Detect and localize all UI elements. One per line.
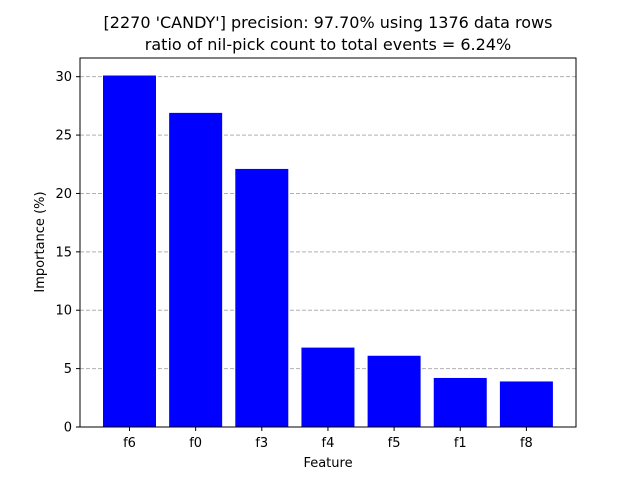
x-tick-label: f3 — [255, 436, 268, 451]
y-axis-label: Importance (%) — [33, 191, 48, 292]
bar-f6 — [103, 75, 156, 428]
y-tick-label: 10 — [55, 304, 72, 319]
x-tick-label: f0 — [189, 436, 202, 451]
x-tick-label: f8 — [520, 436, 533, 451]
y-axis-ticks: 0 5 10 15 20 25 30 — [55, 70, 80, 436]
bar-f5 — [367, 355, 421, 427]
bars — [103, 75, 553, 428]
x-tick-label: f6 — [123, 436, 136, 451]
y-tick-label: 5 — [64, 362, 72, 377]
bar-f1 — [433, 377, 487, 427]
bar-f0 — [169, 112, 223, 428]
x-axis-ticks: f6 f0 f3 f4 f5 f1 f8 — [123, 427, 533, 451]
chart-subtitle: ratio of nil-pick count to total events … — [145, 35, 511, 54]
y-tick-label: 15 — [55, 245, 72, 260]
x-tick-label: f5 — [388, 436, 401, 451]
y-tick-label: 25 — [55, 129, 72, 144]
chart-title: [2270 'CANDY'] precision: 97.70% using 1… — [104, 13, 553, 32]
x-tick-label: f4 — [322, 436, 335, 451]
bar-f8 — [499, 381, 553, 427]
bar-f4 — [301, 347, 355, 427]
bar-f3 — [235, 168, 289, 428]
y-tick-label: 20 — [55, 187, 72, 202]
x-tick-label: f1 — [454, 436, 467, 451]
y-tick-label: 30 — [55, 70, 72, 85]
x-axis-label: Feature — [303, 456, 352, 471]
y-tick-label: 0 — [64, 421, 72, 436]
